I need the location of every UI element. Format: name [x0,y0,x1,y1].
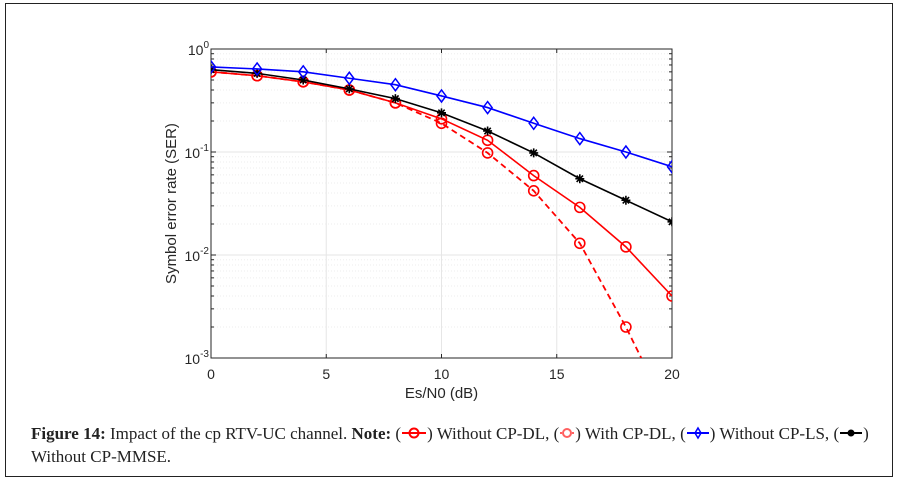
legend-icon-without-cp-mmse [839,424,863,446]
marker-diamond [528,116,540,131]
x-tick-label: 15 [549,366,565,382]
marker-diamond [211,59,217,75]
y-tick-label: 10-3 [185,349,210,367]
marker-diamond [574,131,586,146]
marker-star [437,108,446,118]
y-tick-label: 100 [188,40,210,58]
series-line-with-cp-dl [211,70,643,358]
figure-frame [5,3,893,477]
series-line-without-cp-dl [211,71,672,297]
figure-caption: Figure 14: Impact of the cp RTV-UC chann… [31,424,869,467]
series-without-cp-dl [211,66,672,302]
figure-label: Figure 14: [31,424,106,443]
marker-star [252,68,262,78]
x-tick-label: 20 [664,366,680,382]
caption-text: Impact of the cp RTV-UC channel. [105,424,352,443]
series-without-cp-ls [211,59,672,174]
marker-star [390,94,400,104]
x-tick-label: 10 [434,366,450,382]
legend-icon-without-cp-dl [401,424,427,446]
marker-circle [666,290,672,302]
marker-star [344,84,354,94]
legend-text-with-cp-dl: With CP-DL, [580,424,681,443]
marker-diamond [620,144,632,160]
marker-circle [620,241,632,253]
marker-circle [527,185,540,197]
marker-star [667,217,672,227]
marker-star [621,195,631,205]
x-tick-label: 5 [322,366,330,382]
note-label: Note: [351,424,392,443]
marker-diamond [251,61,263,77]
legend-text-without-cp-mmse: Without CP-MMSE. [31,447,172,467]
x-axis-label: Es/N0 (dB) [405,385,478,402]
marker-diamond [436,88,447,104]
legend-icon-with-cp-dl [559,424,575,446]
grid [211,49,672,358]
marker-circle [481,147,494,159]
marker-diamond [343,71,355,86]
marker-diamond [389,77,401,92]
legend-text-without-cp-ls: Without CP-LS, [715,424,834,443]
marker-diamond [297,64,309,80]
marker-star [298,75,308,85]
marker-star [483,126,493,136]
marker-circle [211,66,217,78]
series-without-cp-mmse [211,65,672,227]
marker-circle [573,201,586,214]
legend-icon-without-cp-ls [686,424,710,446]
marker-diamond [666,159,672,174]
marker-diamond [482,100,494,115]
marker-circle [573,237,586,250]
y-axis-label: Symbol error rate (SER) [163,123,180,284]
marker-star [529,148,539,158]
marker-star [575,174,585,184]
legend-text-without-cp-dl: Without CP-DL, [432,424,554,443]
series-line-without-cp-ls [211,66,672,168]
y-tick-label: 10-2 [185,246,210,264]
marker-circle [527,169,540,182]
y-tick-label: 10-1 [185,143,210,161]
axis-ticks: 0 5 10 15 20 100 10-1 10-2 10-3 [185,40,680,382]
series-layer [211,59,672,358]
ser-chart: 0 5 10 15 20 100 10-1 10-2 10-3 Es/N0 (dB) Symbo… [163,40,680,402]
marker-circle [620,321,632,333]
x-tick-label: 0 [207,366,215,382]
